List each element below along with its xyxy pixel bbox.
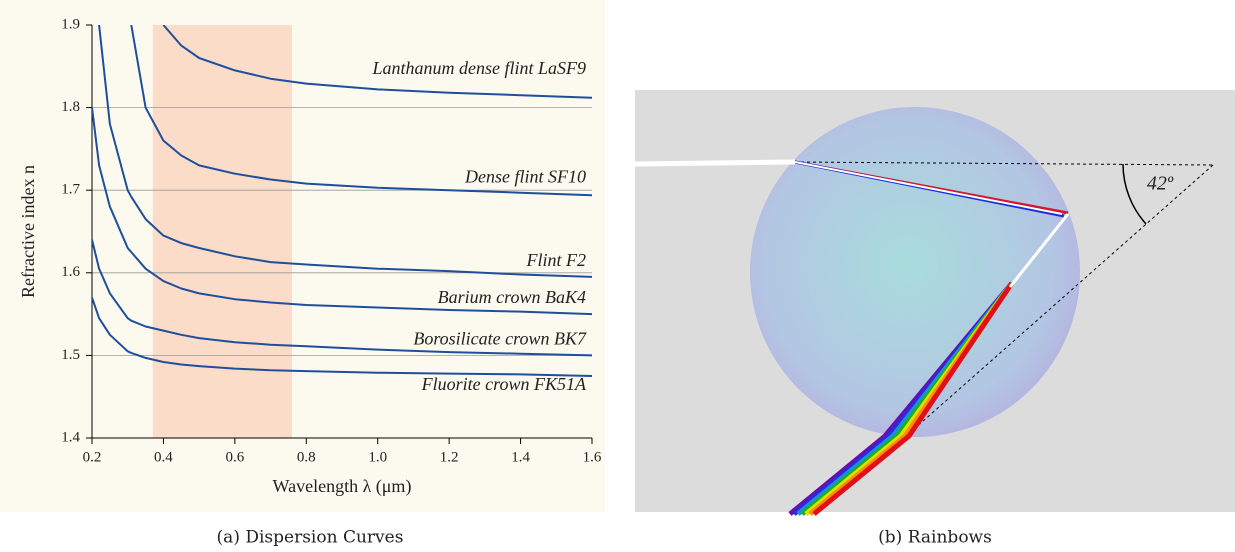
x-axis-label: Wavelength λ (μm)	[273, 476, 412, 497]
curve-label: Barium crown BaK4	[438, 287, 586, 307]
caption: (b) Rainbows	[878, 528, 992, 548]
x-tick-label: 0.2	[83, 449, 102, 465]
curve-label: Flint F2	[526, 250, 587, 270]
y-tick-label: 1.8	[61, 99, 80, 115]
x-tick-label: 0.8	[297, 449, 316, 465]
x-tick-label: 1.6	[583, 449, 602, 465]
visible-band	[153, 25, 292, 438]
angle-label: 42º	[1147, 173, 1174, 195]
y-tick-label: 1.7	[61, 182, 80, 198]
curve-label: Dense flint SF10	[464, 166, 586, 186]
x-tick-label: 0.6	[225, 449, 244, 465]
ray	[635, 162, 795, 164]
x-tick-label: 1.4	[511, 449, 530, 465]
water-drop	[750, 107, 1080, 437]
y-axis-label: Refractive index n	[18, 165, 38, 298]
curve-label: Lanthanum dense flint LaSF9	[371, 58, 586, 78]
y-tick-label: 1.5	[61, 347, 80, 363]
curve-label: Borosilicate crown BK7	[413, 329, 587, 349]
x-tick-label: 1.2	[440, 449, 459, 465]
rainbow-diagram: 42º	[635, 90, 1235, 514]
y-tick-label: 1.6	[61, 264, 80, 280]
figure: 1.4 1.5 1.6 1.7 1.8 1.9 0.2 0.4 0.6 0.8 1.0 1.2 1.4 1…	[0, 0, 1235, 552]
curve-label: Fluorite crown FK51A	[421, 374, 587, 394]
x-tick-label: 1.0	[368, 449, 387, 465]
caption: (a) Dispersion Curves	[217, 528, 404, 548]
x-tick-label: 0.4	[154, 449, 173, 465]
y-tick-label: 1.4	[61, 429, 80, 445]
y-tick-label: 1.9	[61, 16, 80, 32]
